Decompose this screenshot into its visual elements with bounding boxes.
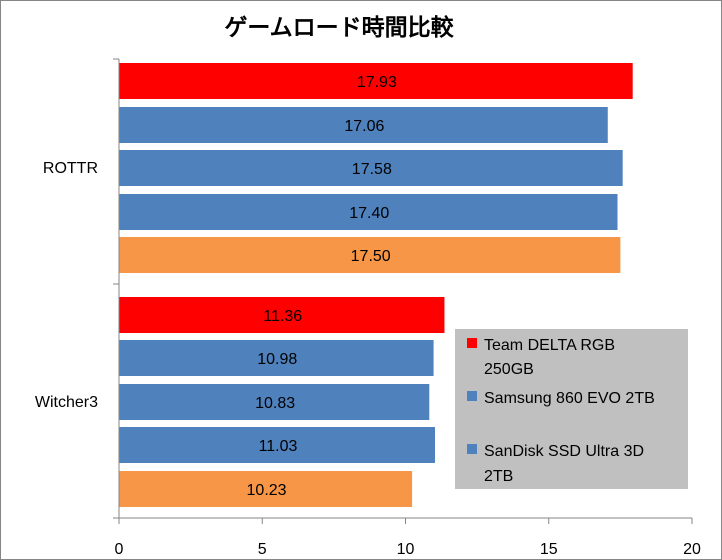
- x-tick-label: 0: [115, 541, 124, 558]
- legend: Team DELTA RGB 250GB Samsung 860 EVO 2TB Sa…: [455, 329, 688, 489]
- legend-marker: [467, 444, 477, 454]
- bar-rottr-4: [119, 194, 618, 230]
- data-label: 17.58: [352, 161, 392, 178]
- legend-entry-text: SanDisk SSD Ultra 3D: [484, 443, 644, 460]
- chart-title: ゲームロード時間比較: [224, 14, 454, 41]
- axes-layer: 0 5 10 15 20 ROTTR Witcher3: [35, 58, 701, 558]
- data-label: 10.23: [247, 482, 287, 499]
- data-label: 10.98: [257, 351, 297, 368]
- data-label: 17.06: [344, 118, 384, 135]
- legend-entry-text: 250GB: [484, 361, 534, 378]
- data-label: 17.40: [349, 205, 389, 222]
- bars-layer: 17.93 17.06 17.58 17.40 17.50 11.36 10.98 10.83…: [119, 63, 633, 507]
- data-label: 17.93: [357, 74, 397, 91]
- legend-entry-text: Samsung 860 EVO 2TB: [484, 390, 655, 407]
- data-label: 11.36: [263, 308, 302, 325]
- bar-witcher3-3: [119, 384, 430, 420]
- bar-witcher3-2: [119, 340, 434, 376]
- data-label: 10.83: [255, 395, 295, 412]
- data-label: 11.03: [259, 438, 298, 455]
- x-tick-label: 20: [683, 541, 701, 558]
- bar-rottr-1: [119, 63, 633, 99]
- category-label-witcher3: Witcher3: [35, 394, 98, 411]
- bar-rottr-5: [119, 237, 621, 273]
- legend-entry-text: Team DELTA RGB: [484, 337, 615, 354]
- data-label: 17.50: [351, 248, 391, 265]
- bar-witcher3-5: [119, 471, 413, 507]
- bar-rottr-3: [119, 150, 623, 186]
- bar-rottr-2: [119, 107, 608, 143]
- x-tick-label: 5: [258, 541, 267, 558]
- legend-entry-text: 2TB: [484, 468, 513, 485]
- legend-marker: [467, 391, 477, 401]
- x-tick-label: 10: [397, 541, 415, 558]
- category-label-rottr: ROTTR: [43, 160, 98, 177]
- legend-marker: [467, 338, 477, 348]
- legend-background: [455, 329, 688, 489]
- bar-witcher3-4: [119, 427, 436, 463]
- bar-witcher3-1: [119, 297, 445, 333]
- x-tick-label: 15: [540, 541, 558, 558]
